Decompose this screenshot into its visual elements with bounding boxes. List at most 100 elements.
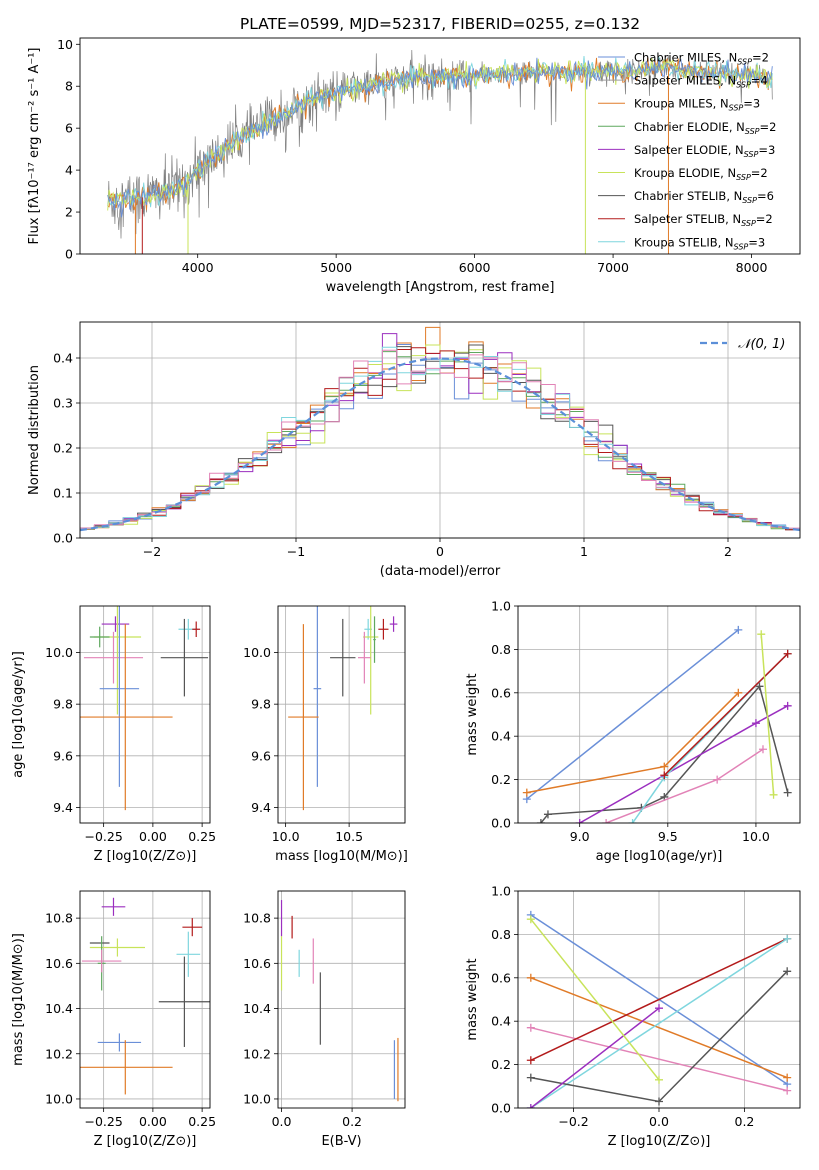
x-tick-label: 9.5 bbox=[658, 829, 678, 844]
legend-entry: Kroupa STELIB, NSSP=3 bbox=[634, 235, 765, 251]
weight-marker bbox=[734, 625, 743, 634]
weight-marker bbox=[526, 973, 535, 982]
x-axis-label: Z [log10(Z/Z⊙)] bbox=[608, 1134, 711, 1149]
weight-marker bbox=[536, 819, 545, 823]
gaussian-reference-line bbox=[80, 357, 800, 532]
y-tick-label: 10 bbox=[57, 37, 73, 52]
legend-entry: Salpeter MILES, NSSP=4 bbox=[634, 74, 768, 90]
errorbar-point bbox=[97, 1033, 142, 1052]
y-tick-label: 0.3 bbox=[53, 396, 73, 411]
weight-marker bbox=[522, 788, 531, 797]
x-tick-label: 10.5 bbox=[335, 829, 363, 844]
weight-series bbox=[526, 1004, 663, 1108]
y-tick-label: 0.8 bbox=[491, 927, 511, 942]
y-tick-label: 0.4 bbox=[53, 351, 73, 366]
weight-marker bbox=[543, 810, 552, 819]
weight-marker bbox=[713, 775, 722, 784]
y-tick-label: 4 bbox=[65, 163, 73, 178]
plot-area bbox=[526, 910, 792, 1108]
axes-frame bbox=[277, 890, 406, 1109]
errorbar-point bbox=[378, 618, 389, 640]
x-tick-label: 5000 bbox=[320, 260, 352, 275]
weight-marker bbox=[526, 1023, 535, 1032]
errorbar-point bbox=[80, 1040, 173, 1095]
x-axis-label: E(B-V) bbox=[321, 1134, 361, 1149]
errorbar-point bbox=[176, 931, 201, 977]
weight-series bbox=[575, 701, 792, 823]
x-tick-label: 0.00 bbox=[139, 829, 167, 844]
weight-line bbox=[530, 918, 660, 1081]
weight-series bbox=[660, 649, 792, 780]
y-tick-label: 10.0 bbox=[243, 645, 271, 660]
mass-vs-metallicity-axes: −0.25 0.00 0.25 10.0 10.2 10.4 10.6 10.8 Z [log1… bbox=[11, 890, 216, 1149]
y-tick-label: 9.8 bbox=[251, 697, 271, 712]
weight-series bbox=[522, 688, 743, 797]
y-tick-label: 0.1 bbox=[53, 486, 73, 501]
y-tick-label: 0.4 bbox=[491, 729, 511, 744]
y-tick-label: 0.0 bbox=[53, 531, 73, 546]
weight-line bbox=[526, 629, 739, 800]
weight-marker bbox=[628, 819, 637, 823]
errorbar-point bbox=[158, 956, 210, 1047]
y-tick-label: 0.6 bbox=[491, 970, 511, 985]
x-tick-label: 0 bbox=[436, 544, 444, 559]
weight-marker bbox=[783, 1086, 792, 1095]
axes-frame bbox=[517, 605, 801, 824]
errorbar-point bbox=[101, 616, 130, 632]
y-axis-label: mass weight bbox=[465, 673, 480, 755]
legend-entry: Kroupa ELODIE, NSSP=2 bbox=[634, 166, 768, 182]
y-tick-label: 0.8 bbox=[491, 642, 511, 657]
weight-marker bbox=[783, 649, 792, 658]
weight-marker bbox=[655, 1097, 663, 1106]
age-vs-mass-axes: 10.0 10.5 9.4 9.6 9.8 10.0 mass [log10(M/M⊙)] bbox=[243, 605, 408, 864]
x-tick-label: −0.25 bbox=[84, 829, 122, 844]
model-line bbox=[107, 57, 773, 218]
x-axis-label: (data-model)/error bbox=[380, 564, 501, 579]
weight-series bbox=[757, 630, 778, 799]
x-tick-label: 0.0 bbox=[272, 1114, 292, 1129]
plot-area bbox=[107, 49, 773, 254]
axes-frame bbox=[79, 37, 801, 255]
y-tick-label: 10.8 bbox=[243, 911, 271, 926]
weight-marker bbox=[526, 1056, 535, 1065]
y-tick-label: 0.0 bbox=[491, 1101, 511, 1116]
weight-vs-metallicity-axes: −0.2 0.0 0.2 0.0 0.2 0.4 0.6 0.8 1.0 Z [log10(Z/Z… bbox=[465, 884, 801, 1149]
y-tick-label: 9.6 bbox=[53, 748, 73, 763]
weight-line bbox=[530, 938, 788, 1108]
errorbar-point bbox=[182, 918, 203, 937]
x-tick-label: −0.2 bbox=[558, 1114, 588, 1129]
x-tick-label: 9.0 bbox=[570, 829, 590, 844]
x-tick-label: −1 bbox=[287, 544, 305, 559]
plot-area bbox=[80, 606, 209, 811]
legend-entry: Salpeter ELODIE, NSSP=3 bbox=[634, 143, 775, 159]
y-tick-label: 8 bbox=[65, 79, 73, 94]
weight-marker bbox=[751, 719, 760, 728]
weight-line bbox=[663, 653, 789, 776]
x-axis-label: wavelength [Angstrom, rest frame] bbox=[326, 280, 555, 295]
weight-line bbox=[526, 692, 739, 794]
y-axis-label: age [log10(age/yr)] bbox=[11, 651, 26, 778]
legend-entry: Salpeter STELIB, NSSP=2 bbox=[634, 212, 773, 228]
weight-marker bbox=[526, 1073, 535, 1082]
y-tick-label: 10.0 bbox=[45, 1091, 73, 1106]
weight-marker bbox=[783, 701, 792, 710]
y-tick-label: 9.8 bbox=[53, 697, 73, 712]
y-axis-label: mass [log10(M/M⊙)] bbox=[11, 933, 26, 1066]
x-axis-label: age [log10(age/yr)] bbox=[596, 849, 723, 864]
figure-title: PLATE=0599, MJD=52317, FIBERID=0255, z=0… bbox=[240, 15, 640, 33]
weight-marker bbox=[602, 819, 611, 823]
axes-frame bbox=[79, 890, 211, 1109]
age-vs-metallicity-axes: −0.25 0.00 0.25 9.4 9.6 9.8 10.0 Z [log10(Z/Z⊙)… bbox=[11, 605, 216, 864]
weight-marker bbox=[526, 1104, 535, 1108]
errorbar-point bbox=[373, 616, 376, 663]
weight-line bbox=[530, 938, 788, 1061]
weight-marker bbox=[660, 771, 669, 780]
mass-vs-extinction-axes: 0.0 0.2 10.0 10.2 10.4 10.6 10.8 E(B-V) bbox=[243, 890, 406, 1149]
weight-series bbox=[628, 649, 792, 823]
weight-marker bbox=[783, 967, 792, 976]
weight-series bbox=[536, 682, 792, 823]
residuals-axes: −2 −1 0 1 2 0.0 0.1 0.2 0.3 0.4 (data-model)/error… bbox=[27, 321, 801, 579]
x-axis-label: Z [log10(Z/Z⊙)] bbox=[94, 849, 197, 864]
errorbar-point bbox=[89, 626, 110, 648]
